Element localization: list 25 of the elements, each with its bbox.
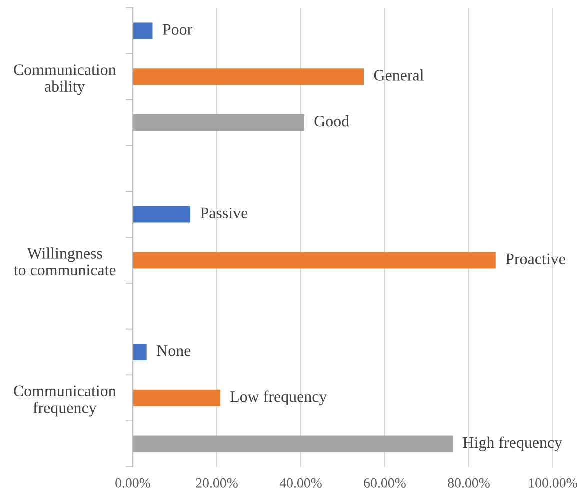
data-label: Good [314, 116, 350, 127]
bar [133, 114, 304, 132]
x-tick-label: 80.00% [448, 478, 490, 488]
bar [133, 252, 496, 269]
x-tick-label: 0.00% [116, 478, 150, 488]
bar [133, 68, 364, 86]
data-label: Proactive [506, 254, 566, 264]
y-tick-label: Willingness to communicate [14, 248, 116, 276]
bar [133, 390, 220, 406]
data-label: Low frequency [230, 390, 328, 406]
y-tick-label: Communication ability [14, 64, 116, 96]
x-tick-label: 40.00% [280, 478, 322, 488]
bar [133, 436, 454, 452]
data-label: Poor [162, 24, 192, 35]
x-tick-label: 100.00% [529, 478, 577, 488]
bar [133, 344, 147, 361]
bar [133, 22, 153, 40]
y-tick-label: Communication frequency [14, 386, 116, 417]
data-label: Passive [200, 208, 248, 219]
data-label: General [374, 70, 424, 81]
x-tick-label: 60.00% [364, 478, 406, 488]
data-label: None [157, 346, 191, 356]
bar [133, 206, 191, 223]
x-tick-label: 20.00% [196, 478, 238, 488]
data-label: High frequency [463, 436, 562, 452]
